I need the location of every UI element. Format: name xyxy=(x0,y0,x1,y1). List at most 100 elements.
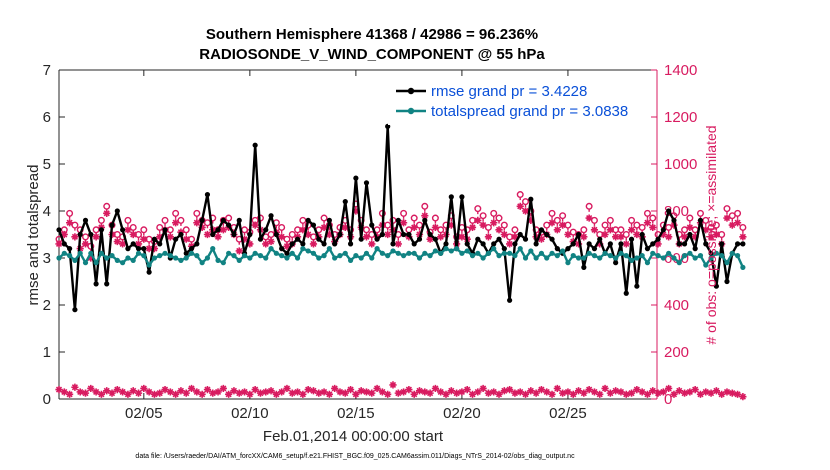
totalspread-point xyxy=(178,257,184,263)
rmse-point xyxy=(427,231,433,238)
assimilated-obs-marker xyxy=(240,235,249,243)
rmse-point xyxy=(432,236,439,242)
totalspread-point xyxy=(575,255,582,261)
totalspread-point xyxy=(67,253,73,259)
footnote: data file: /Users/raeder/DAI/ATM_forcXX/… xyxy=(135,453,575,460)
totalspread-point xyxy=(639,253,645,259)
y-tick-label: 2 xyxy=(43,297,51,314)
totalspread-point xyxy=(130,257,136,263)
assimilated-obs-marker xyxy=(325,230,333,239)
rejected-obs-marker xyxy=(315,389,323,397)
rejected-obs-marker xyxy=(177,387,185,395)
totalspread-point xyxy=(501,250,507,256)
assimilated-obs-marker xyxy=(415,230,424,239)
totalspread-point xyxy=(162,250,168,256)
rmse-point xyxy=(61,241,67,247)
rejected-obs-marker xyxy=(198,390,206,398)
totalspread-point xyxy=(570,253,576,259)
rejected-obs-marker xyxy=(140,384,148,393)
rejected-obs-marker xyxy=(362,388,371,396)
rejected-obs-marker xyxy=(182,389,190,397)
totalspread-point xyxy=(263,255,269,261)
rejected-obs-marker xyxy=(484,389,493,397)
totalspread-point xyxy=(422,250,428,256)
totalspread-point xyxy=(469,253,476,259)
totalspread-point xyxy=(634,255,640,261)
rmse-point xyxy=(125,246,131,252)
totalspread-point xyxy=(708,255,714,261)
rejected-obs-marker xyxy=(633,386,641,394)
y2-tick-label: 1200 xyxy=(664,109,697,126)
totalspread-point xyxy=(459,250,465,256)
rmse-point xyxy=(703,241,709,247)
totalspread-point xyxy=(613,255,619,261)
rmse-point xyxy=(220,217,226,223)
totalspread-point xyxy=(379,250,385,256)
totalspread-point xyxy=(194,253,200,259)
rejected-obs-marker xyxy=(728,389,736,397)
assimilated-obs-marker xyxy=(71,233,79,241)
totalspread-series-line xyxy=(58,247,744,268)
totalspread-point xyxy=(597,255,603,261)
rmse-point xyxy=(199,217,205,223)
rejected-obs-marker xyxy=(304,386,312,394)
y-tick-label: 6 xyxy=(43,109,51,126)
assimilated-obs-marker xyxy=(399,219,408,227)
y-axis-label: rmse and totalspread xyxy=(25,165,42,306)
rejected-obs-marker xyxy=(156,389,164,397)
rejected-obs-marker xyxy=(521,390,530,398)
assimilated-obs-marker xyxy=(506,240,514,248)
totalspread-point xyxy=(342,250,348,256)
rejected-obs-marker xyxy=(463,386,471,394)
rmse-point xyxy=(279,246,285,252)
assimilated-obs-marker xyxy=(691,233,699,241)
totalspread-point xyxy=(533,255,539,261)
totalspread-point xyxy=(284,255,290,261)
rejected-obs-marker xyxy=(733,390,742,398)
assimilated-obs-marker xyxy=(733,219,742,227)
totalspread-point xyxy=(252,250,258,256)
totalspread-point xyxy=(496,253,502,259)
assimilated-obs-marker xyxy=(484,233,493,241)
assimilated-obs-marker xyxy=(394,240,402,248)
chart-title-line2: RADIOSONDE_V_WIND_COMPONENT @ 55 hPa xyxy=(199,46,545,63)
totalspread-point xyxy=(713,250,719,256)
assimilated-obs-marker xyxy=(198,223,206,232)
assimilated-obs-marker xyxy=(426,235,434,243)
totalspread-point xyxy=(268,246,274,252)
rmse-point xyxy=(634,283,640,289)
totalspread-point xyxy=(167,253,173,259)
rmse-point xyxy=(104,281,110,287)
assimilated-obs-marker xyxy=(527,216,535,224)
rmse-point xyxy=(544,231,550,238)
assimilated-obs-marker xyxy=(643,219,652,227)
totalspread-point xyxy=(676,260,682,266)
assimilated-obs-marker xyxy=(468,223,477,232)
rejected-obs-marker xyxy=(209,389,217,397)
rmse-point xyxy=(591,246,598,252)
assimilated-obs-marker xyxy=(659,230,667,239)
rmse-point xyxy=(157,241,163,247)
rejected-obs-marker xyxy=(532,389,540,397)
rmse-point xyxy=(644,246,651,252)
rmse-point xyxy=(422,217,428,223)
rmse-point xyxy=(501,246,507,252)
totalspread-point xyxy=(485,250,492,256)
rmse-point xyxy=(204,191,211,198)
assimilated-obs-marker xyxy=(262,240,270,248)
x-tick-label: 02/10 xyxy=(231,405,269,422)
assimilated-obs-marker xyxy=(203,230,212,239)
rmse-point xyxy=(353,175,359,181)
totalspread-point xyxy=(666,250,672,256)
rmse-point xyxy=(734,241,741,247)
rejected-obs-marker xyxy=(124,390,132,398)
rejected-obs-marker xyxy=(288,389,296,397)
totalspread-point xyxy=(538,250,545,256)
rmse-point xyxy=(363,180,370,186)
rejected-obs-marker xyxy=(500,387,508,395)
assimilated-obs-marker xyxy=(437,233,445,241)
assimilated-obs-marker xyxy=(431,223,440,232)
rejected-obs-marker xyxy=(691,386,699,394)
assimilated-obs-marker xyxy=(665,233,673,241)
rmse-point xyxy=(173,236,179,242)
